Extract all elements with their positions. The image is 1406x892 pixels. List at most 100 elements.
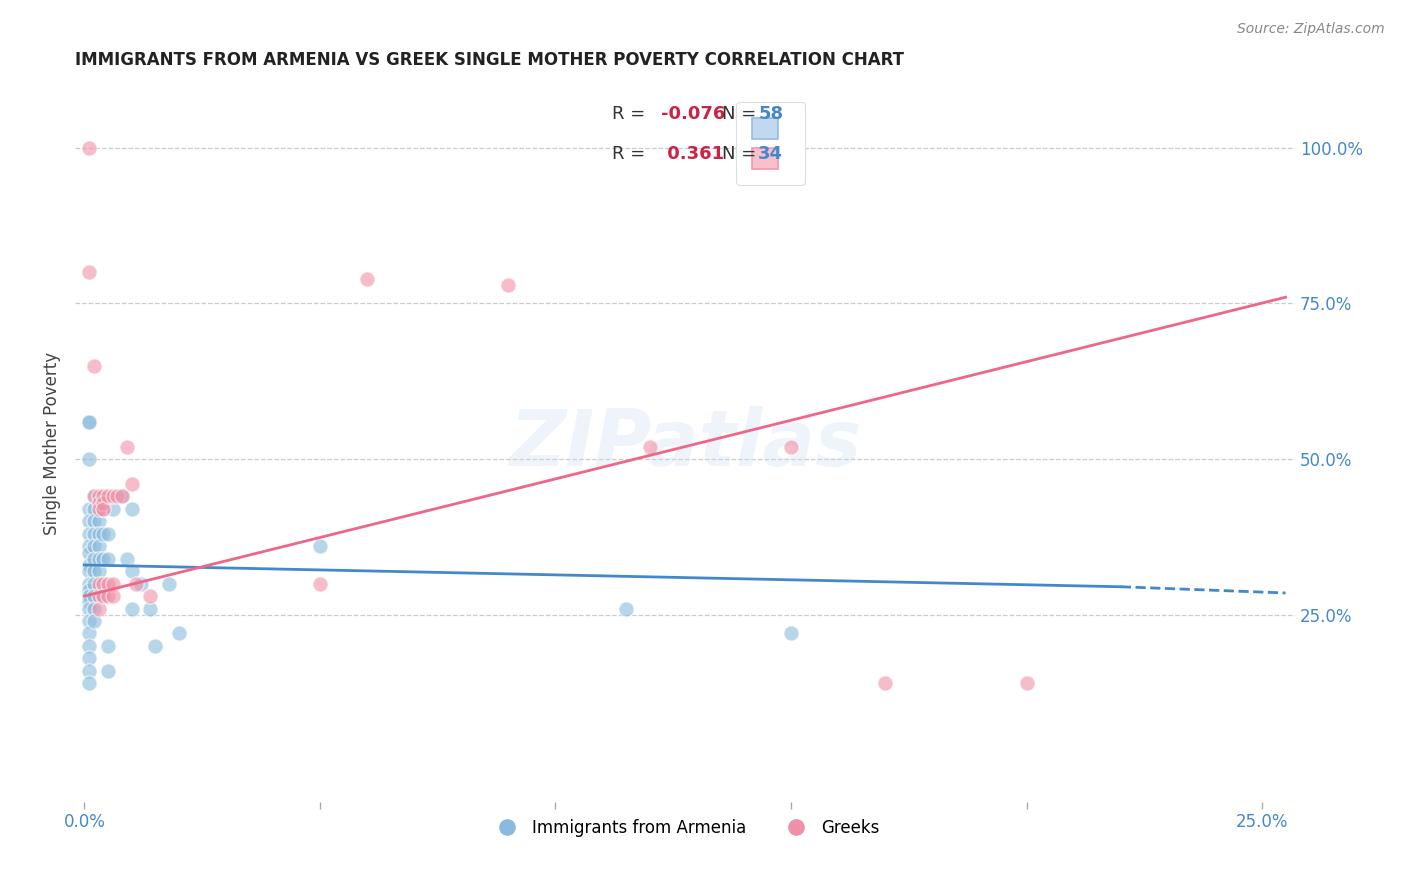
Point	[121, 477, 143, 491]
Text: 58: 58	[758, 105, 783, 123]
Point	[77, 452, 100, 467]
Point	[139, 601, 162, 615]
Point	[77, 676, 100, 690]
Point	[77, 545, 100, 559]
Point	[77, 639, 100, 653]
Point	[498, 277, 520, 292]
Point	[77, 601, 100, 615]
Point	[77, 539, 100, 553]
Point	[129, 576, 152, 591]
Point	[121, 502, 143, 516]
Text: 34: 34	[758, 145, 783, 162]
Point	[87, 589, 110, 603]
Point	[91, 526, 114, 541]
Point	[77, 526, 100, 541]
Point	[83, 601, 105, 615]
Point	[91, 490, 114, 504]
Point	[101, 490, 124, 504]
Point	[77, 415, 100, 429]
Text: 0.361: 0.361	[661, 145, 724, 162]
Point	[83, 490, 105, 504]
Point	[83, 589, 105, 603]
Point	[614, 601, 637, 615]
Point	[77, 595, 100, 609]
Point	[780, 626, 803, 640]
Point	[77, 502, 100, 516]
Y-axis label: Single Mother Poverty: Single Mother Poverty	[44, 352, 60, 535]
Point	[91, 576, 114, 591]
Point	[87, 564, 110, 578]
Point	[83, 502, 105, 516]
Point	[77, 589, 100, 603]
Text: N =: N =	[721, 105, 756, 123]
Point	[97, 551, 120, 566]
Point	[83, 526, 105, 541]
Point	[115, 551, 138, 566]
Point	[139, 589, 162, 603]
Point	[309, 539, 332, 553]
Point	[101, 576, 124, 591]
Point	[83, 551, 105, 566]
Point	[115, 440, 138, 454]
Point	[87, 515, 110, 529]
Point	[91, 551, 114, 566]
Point	[638, 440, 661, 454]
Point	[83, 359, 105, 373]
Point	[77, 576, 100, 591]
Point	[91, 502, 114, 516]
Point	[83, 490, 105, 504]
Point	[91, 502, 114, 516]
Point	[167, 626, 190, 640]
Point	[87, 539, 110, 553]
Point	[143, 639, 166, 653]
Point	[77, 564, 100, 578]
Point	[111, 490, 134, 504]
Point	[77, 614, 100, 628]
Point	[121, 564, 143, 578]
Point	[111, 490, 134, 504]
Point	[83, 576, 105, 591]
Text: Source: ZipAtlas.com: Source: ZipAtlas.com	[1237, 22, 1385, 37]
Point	[101, 589, 124, 603]
Legend: Immigrants from Armenia, Greeks: Immigrants from Armenia, Greeks	[484, 812, 886, 843]
Text: N =: N =	[721, 145, 756, 162]
Point	[83, 614, 105, 628]
Point	[97, 526, 120, 541]
Text: -0.076: -0.076	[661, 105, 725, 123]
Point	[77, 141, 100, 155]
Point	[87, 576, 110, 591]
Point	[77, 664, 100, 678]
Point	[87, 496, 110, 510]
Point	[97, 664, 120, 678]
Point	[875, 676, 897, 690]
Point	[107, 490, 129, 504]
Point	[77, 582, 100, 597]
Point	[77, 415, 100, 429]
Point	[87, 601, 110, 615]
Point	[97, 589, 120, 603]
Point	[77, 626, 100, 640]
Point	[101, 502, 124, 516]
Point	[121, 601, 143, 615]
Point	[1015, 676, 1038, 690]
Point	[87, 551, 110, 566]
Point	[77, 265, 100, 279]
Point	[83, 539, 105, 553]
Text: R =: R =	[612, 105, 645, 123]
Point	[97, 639, 120, 653]
Point	[780, 440, 803, 454]
Point	[125, 576, 148, 591]
Point	[77, 651, 100, 665]
Point	[87, 526, 110, 541]
Point	[91, 496, 114, 510]
Point	[87, 502, 110, 516]
Point	[83, 515, 105, 529]
Point	[97, 576, 120, 591]
Point	[77, 558, 100, 572]
Point	[91, 589, 114, 603]
Point	[83, 564, 105, 578]
Point	[97, 490, 120, 504]
Point	[356, 271, 378, 285]
Point	[157, 576, 180, 591]
Point	[91, 589, 114, 603]
